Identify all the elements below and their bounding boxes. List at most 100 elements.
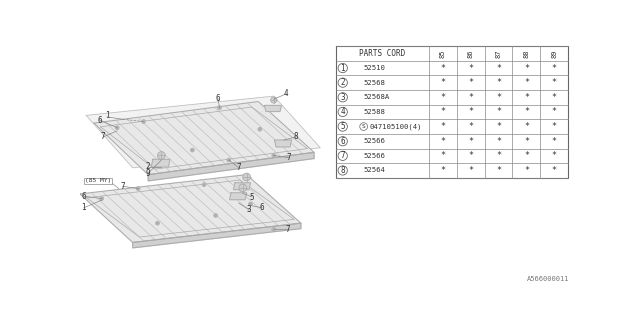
Polygon shape <box>151 159 170 167</box>
Circle shape <box>115 126 119 130</box>
Polygon shape <box>132 223 301 248</box>
Text: *: * <box>524 93 529 102</box>
Circle shape <box>250 203 252 205</box>
Text: 52566: 52566 <box>364 138 385 144</box>
Text: *: * <box>552 93 557 102</box>
Text: 7: 7 <box>237 163 241 172</box>
Circle shape <box>243 173 250 181</box>
Text: *: * <box>468 137 473 146</box>
Text: 89: 89 <box>551 49 557 58</box>
Text: *: * <box>524 137 529 146</box>
Text: 6: 6 <box>97 116 102 124</box>
Circle shape <box>136 187 140 190</box>
Circle shape <box>338 122 348 131</box>
Circle shape <box>271 97 277 103</box>
Circle shape <box>143 121 145 123</box>
Text: 7: 7 <box>101 132 106 141</box>
Text: *: * <box>468 64 473 73</box>
Circle shape <box>218 106 221 110</box>
Text: 7: 7 <box>285 225 290 234</box>
Polygon shape <box>148 152 314 181</box>
Text: *: * <box>468 122 473 131</box>
Text: *: * <box>524 166 529 175</box>
Circle shape <box>338 151 348 160</box>
Text: 8: 8 <box>340 166 345 175</box>
Circle shape <box>228 159 230 161</box>
Circle shape <box>338 78 348 87</box>
Text: *: * <box>524 64 529 73</box>
Polygon shape <box>234 183 250 190</box>
Circle shape <box>338 107 348 116</box>
Circle shape <box>272 228 276 231</box>
Text: 52568: 52568 <box>364 80 385 86</box>
Text: 1: 1 <box>105 111 109 120</box>
Circle shape <box>258 127 262 131</box>
Circle shape <box>259 128 260 130</box>
Text: *: * <box>440 108 445 116</box>
Text: S: S <box>362 124 365 129</box>
Text: *: * <box>496 108 501 116</box>
Text: 87: 87 <box>495 49 502 58</box>
Text: 7: 7 <box>340 151 345 160</box>
Circle shape <box>338 137 348 146</box>
Circle shape <box>338 93 348 102</box>
Polygon shape <box>230 193 246 200</box>
Text: 047105100(4): 047105100(4) <box>369 123 422 130</box>
Circle shape <box>227 158 231 162</box>
Circle shape <box>202 183 206 187</box>
Text: *: * <box>552 122 557 131</box>
Text: *: * <box>440 137 445 146</box>
Text: 3: 3 <box>340 93 345 102</box>
Circle shape <box>100 197 102 200</box>
Text: *: * <box>468 151 473 160</box>
Text: *: * <box>524 151 529 160</box>
Circle shape <box>239 184 246 192</box>
Text: *: * <box>440 166 445 175</box>
Text: 52564: 52564 <box>364 167 385 173</box>
Text: 86: 86 <box>468 49 474 58</box>
Text: 1: 1 <box>340 64 345 73</box>
Polygon shape <box>264 105 282 112</box>
Text: 4: 4 <box>284 89 289 98</box>
Text: A566000011: A566000011 <box>527 276 570 282</box>
Text: *: * <box>496 137 501 146</box>
Text: *: * <box>552 64 557 73</box>
Text: *: * <box>440 122 445 131</box>
Text: 5: 5 <box>340 122 345 131</box>
Text: 8: 8 <box>293 132 298 141</box>
Text: 52510: 52510 <box>364 65 385 71</box>
Text: 6: 6 <box>216 94 220 103</box>
Text: *: * <box>496 93 501 102</box>
Text: 52588: 52588 <box>364 109 385 115</box>
Text: *: * <box>552 137 557 146</box>
Circle shape <box>157 222 159 224</box>
Circle shape <box>137 188 139 189</box>
Text: 7: 7 <box>120 182 125 191</box>
Text: *: * <box>496 166 501 175</box>
Text: 52566: 52566 <box>364 153 385 159</box>
Text: *: * <box>524 122 529 131</box>
Text: *: * <box>552 166 557 175</box>
Text: 7: 7 <box>287 153 292 162</box>
Text: *: * <box>440 151 445 160</box>
Circle shape <box>272 154 276 157</box>
Text: *: * <box>468 78 473 87</box>
Text: 52568A: 52568A <box>364 94 390 100</box>
Text: 3: 3 <box>246 205 252 214</box>
Circle shape <box>338 63 348 73</box>
Circle shape <box>338 166 348 175</box>
Text: 4: 4 <box>340 108 345 116</box>
Polygon shape <box>86 96 320 168</box>
Circle shape <box>191 148 195 152</box>
Text: *: * <box>496 151 501 160</box>
Text: 6: 6 <box>340 137 345 146</box>
Polygon shape <box>80 175 301 243</box>
Text: 6: 6 <box>81 192 86 201</box>
Text: 2: 2 <box>340 78 345 87</box>
Polygon shape <box>275 140 292 147</box>
Polygon shape <box>94 101 314 175</box>
Circle shape <box>214 213 218 217</box>
Text: PARTS CORD: PARTS CORD <box>359 49 405 58</box>
Circle shape <box>203 184 205 186</box>
Text: *: * <box>468 108 473 116</box>
